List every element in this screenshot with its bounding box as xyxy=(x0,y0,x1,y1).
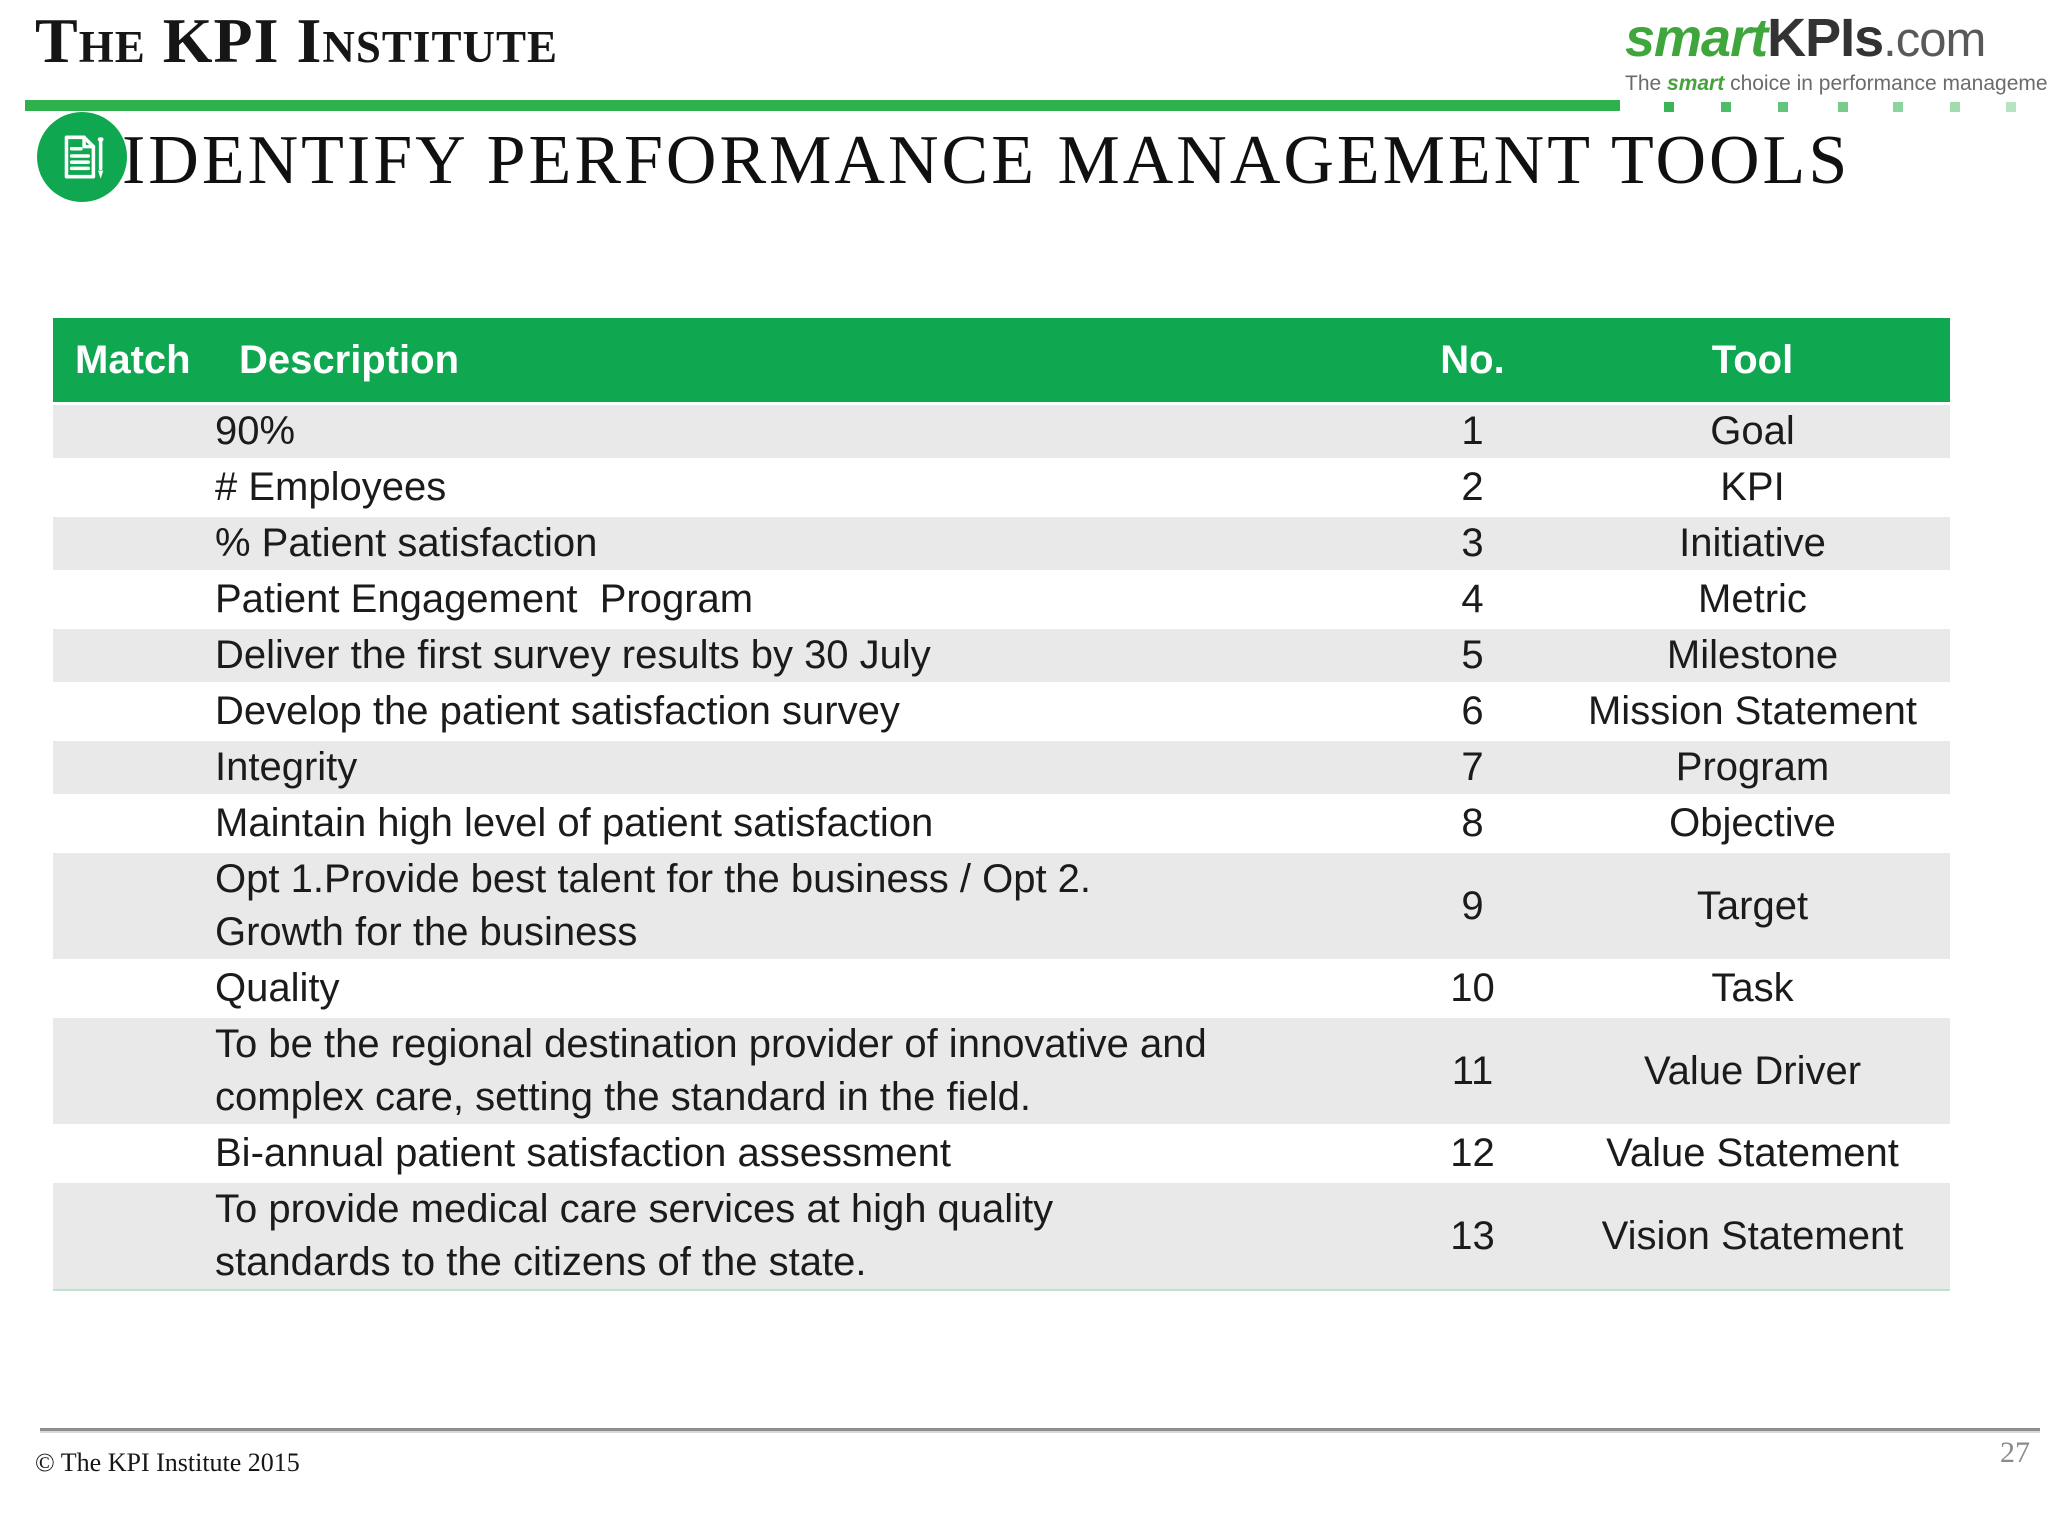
no-cell: 13 xyxy=(1450,1213,1495,1258)
green-dot xyxy=(1893,102,1903,112)
description-text: Integrity xyxy=(215,745,358,789)
description-text: Deliver the first survey results by 30 J… xyxy=(215,633,931,677)
table-row: Deliver the first survey results by 30 J… xyxy=(53,626,1950,682)
tagline-post: choice in performance management xyxy=(1724,71,2048,95)
copyright-text: © The KPI Institute 2015 xyxy=(35,1448,300,1477)
no-cell: 12 xyxy=(1450,1131,1495,1175)
description-text-line2: complex care, setting the standard in th… xyxy=(215,1075,1032,1119)
tool-cell: Task xyxy=(1711,966,1794,1010)
description-cell: To be the regional destination provider … xyxy=(213,1018,1390,1124)
description-cell: Maintain high level of patient satisfact… xyxy=(213,797,1390,850)
column-header-description: Description xyxy=(239,337,460,382)
description-cell: 90% xyxy=(213,405,1390,458)
description-text: Develop the patient satisfaction survey xyxy=(215,689,900,733)
no-cell: 5 xyxy=(1461,633,1484,677)
description-text-line2: Growth for the business xyxy=(215,910,638,954)
smartkpis-logo: smartKPIs.com The smart choice in perfor… xyxy=(1625,10,2048,96)
table-header-row: Match Description No. Tool xyxy=(53,318,1950,402)
no-cell: 3 xyxy=(1461,521,1484,565)
no-cell: 7 xyxy=(1461,745,1484,789)
logo-kpis: KPIs xyxy=(1767,8,1884,68)
description-text: To be the regional destination provider … xyxy=(215,1022,1207,1066)
table-row: To be the regional destination provider … xyxy=(53,1015,1950,1124)
tool-cell: Value Statement xyxy=(1606,1131,1899,1175)
header-divider-line xyxy=(25,100,1620,111)
description-cell: Integrity xyxy=(213,741,1390,794)
table-row: Opt 1.Provide best talent for the busine… xyxy=(53,850,1950,959)
green-dot xyxy=(1838,102,1848,112)
description-cell: # Employees xyxy=(213,461,1390,514)
tool-cell: Goal xyxy=(1710,409,1795,453)
description-text: Opt 1.Provide best talent for the busine… xyxy=(215,857,1092,901)
table-row: Integrity 7 Program xyxy=(53,738,1950,794)
tool-cell: KPI xyxy=(1720,465,1785,509)
green-dot xyxy=(1721,102,1731,112)
tool-cell: Value Driver xyxy=(1643,1048,1862,1093)
table-row: To provide medical care services at high… xyxy=(53,1180,1950,1289)
tool-cell: Vision Statement xyxy=(1601,1213,1904,1258)
tool-cell: Mission Statement xyxy=(1587,689,1918,733)
tool-cell: Initiative xyxy=(1679,521,1826,565)
table-row: Quality 10 Task xyxy=(53,959,1950,1015)
description-cell: Quality xyxy=(213,962,1390,1015)
footer-divider-line xyxy=(40,1428,2040,1431)
tool-cell: Milestone xyxy=(1666,633,1839,677)
table-row: Maintain high level of patient satisfact… xyxy=(53,794,1950,850)
green-dot xyxy=(1950,102,1960,112)
table-row: Patient Engagement Program 4 Metric xyxy=(53,570,1950,626)
description-text: Patient Engagement Program xyxy=(215,577,754,621)
description-text: To provide medical care services at high… xyxy=(215,1187,1054,1231)
no-cell: 9 xyxy=(1461,883,1484,928)
tagline-smart: smart xyxy=(1667,71,1725,95)
description-cell: Patient Engagement Program xyxy=(213,573,1390,626)
no-cell: 4 xyxy=(1461,577,1484,621)
tool-cell: Objective xyxy=(1669,801,1836,845)
table-row: % Patient satisfaction 3 Initiative xyxy=(53,514,1950,570)
description-text: 90% xyxy=(215,409,296,453)
no-cell: 1 xyxy=(1461,409,1484,453)
no-cell: 2 xyxy=(1461,465,1484,509)
column-header-match: Match xyxy=(75,337,191,382)
page-title: IDENTIFY PERFORMANCE MANAGEMENT TOOLS xyxy=(122,122,1851,199)
logo-tagline: The smart choice in performance manageme… xyxy=(1625,71,2048,96)
description-text: Maintain high level of patient satisfact… xyxy=(215,801,934,845)
table-row: 90% 1 Goal xyxy=(53,402,1950,458)
column-header-no: No. xyxy=(1440,337,1505,382)
green-dot xyxy=(1778,102,1788,112)
tool-cell: Program xyxy=(1675,745,1830,789)
no-cell: 6 xyxy=(1461,689,1484,733)
description-text-line2: standards to the citizens of the state. xyxy=(215,1240,867,1284)
tool-cell: Metric xyxy=(1698,577,1807,621)
description-text: % Patient satisfaction xyxy=(215,521,598,565)
description-cell: Deliver the first survey results by 30 J… xyxy=(213,629,1390,682)
description-cell: Bi-annual patient satisfaction assessmen… xyxy=(213,1127,1390,1180)
table-row: # Employees 2 KPI xyxy=(53,458,1950,514)
table-row: Bi-annual patient satisfaction assessmen… xyxy=(53,1124,1950,1180)
logo-smart: smart xyxy=(1625,8,1768,68)
no-cell: 8 xyxy=(1461,801,1484,845)
no-cell: 11 xyxy=(1451,1048,1494,1093)
description-cell: % Patient satisfaction xyxy=(213,517,1390,570)
tool-cell: Target xyxy=(1696,883,1809,928)
brand-title: The KPI Institute xyxy=(35,5,558,76)
column-header-tool: Tool xyxy=(1711,337,1794,382)
description-text: # Employees xyxy=(215,465,447,509)
green-dot xyxy=(1664,102,1674,112)
document-pen-icon xyxy=(37,112,127,202)
description-cell: Opt 1.Provide best talent for the busine… xyxy=(213,853,1390,959)
smartkpis-logo-text: smartKPIs.com xyxy=(1625,10,2045,67)
green-dot xyxy=(2006,102,2016,112)
table-bottom-rule xyxy=(53,1289,1950,1291)
page-number: 27 xyxy=(2000,1436,2030,1469)
description-text: Quality xyxy=(215,966,340,1010)
table-row: Develop the patient satisfaction survey … xyxy=(53,682,1950,738)
logo-com: .com xyxy=(1883,13,1986,67)
description-cell: To provide medical care services at high… xyxy=(213,1183,1390,1289)
description-text: Bi-annual patient satisfaction assessmen… xyxy=(215,1131,951,1175)
description-cell: Develop the patient satisfaction survey xyxy=(213,685,1390,738)
no-cell: 10 xyxy=(1450,966,1495,1010)
match-table: Match Description No. Tool 90% 1 Goal # … xyxy=(53,318,1950,1291)
tagline-pre: The xyxy=(1625,71,1668,95)
